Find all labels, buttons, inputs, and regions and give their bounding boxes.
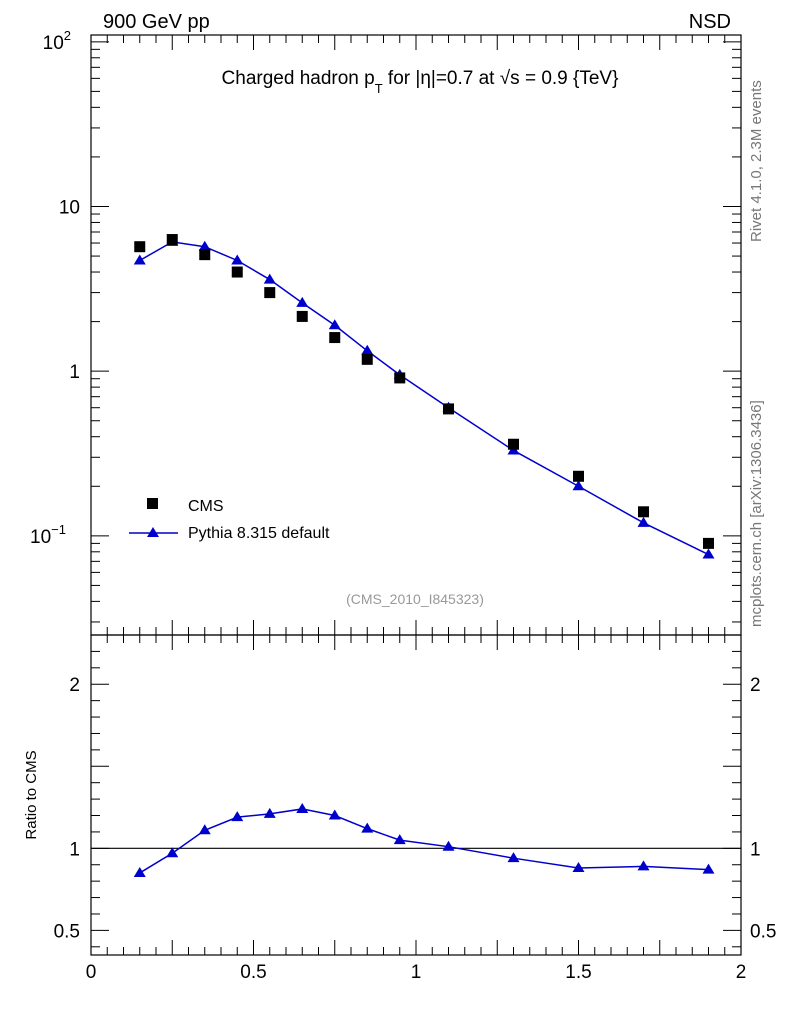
ratio-point: [507, 852, 520, 863]
y-tick-label: 10: [59, 197, 80, 218]
x-tick-label: 0.5: [240, 962, 266, 983]
cms-data-point: [394, 372, 406, 384]
cms-data-point: [573, 470, 584, 482]
main-y-tick-labels: 102 10 1 10−1: [30, 28, 80, 548]
cms-data-point: [134, 241, 146, 253]
cms-data-point: [638, 506, 649, 518]
legend: CMS Pythia 8.315 default: [129, 498, 330, 542]
mcplots-label: mcplots.cern.ch [arXiv:1306.3436]: [748, 400, 765, 627]
cms-data-point: [361, 353, 373, 365]
y-tick-label: 102: [43, 28, 71, 54]
ratio-y-tick-label: 0.5: [54, 921, 80, 942]
ratio-point: [637, 860, 650, 871]
ratio-point: [702, 863, 715, 874]
cms-data-point: [296, 310, 308, 322]
x-tick-label: 0: [86, 962, 97, 983]
legend-pythia-label: Pythia 8.315 default: [188, 525, 330, 542]
main-plot-frame: [90, 34, 742, 636]
cms-data-point: [443, 403, 454, 415]
main-series-layer: [133, 234, 715, 559]
ratio-y-tick-label-right: 2: [750, 675, 761, 696]
ratio-y-tick-label-right: 0.5: [750, 921, 776, 942]
pythia-point: [637, 516, 650, 527]
ratio-point: [263, 807, 276, 818]
ratio-y-tick-label-right: 1: [750, 839, 761, 860]
ratio-plot-frame: [90, 634, 742, 956]
pythia-point: [231, 254, 244, 265]
ratio-point: [393, 834, 406, 845]
pythia-point: [702, 548, 715, 559]
ratio-point: [361, 822, 374, 833]
pythia-point: [133, 254, 146, 265]
cms-data-point: [231, 266, 243, 278]
header-right-label: NSD: [689, 11, 731, 33]
analysis-tag: (CMS_2010_I845323): [346, 591, 484, 607]
legend-cms-label: CMS: [188, 498, 224, 515]
ratio-point: [572, 862, 585, 873]
cms-data-point: [508, 438, 519, 450]
ratio-y-tick-label: 1: [69, 839, 80, 860]
ratio-tick-labels: 2 2 1 1 0.5 0.5: [54, 675, 777, 942]
ratio-point: [328, 809, 341, 820]
cms-data-point: [703, 537, 714, 549]
ratio-point: [442, 840, 455, 851]
pythia-point: [361, 344, 374, 355]
cms-data-point: [166, 234, 178, 246]
ratio-y-axis-label: Ratio to CMS: [23, 750, 40, 839]
title-prefix: Charged hadron p: [222, 68, 375, 89]
ratio-point: [231, 811, 244, 822]
ratio-point: [133, 866, 146, 877]
pythia-point: [263, 273, 276, 284]
x-tick-label: 1: [411, 962, 422, 983]
pythia-line: [139, 241, 709, 556]
cms-data-point: [329, 332, 341, 344]
cms-data-point: [199, 249, 211, 261]
x-tick-label: 2: [736, 962, 747, 983]
pythia-point: [198, 240, 211, 251]
ratio-axis-ticks: [90, 635, 742, 955]
title-subscript: T: [375, 81, 383, 96]
x-tick-labels: 0 0.5 1 1.5 2: [86, 962, 747, 983]
pythia-point: [572, 480, 585, 491]
ratio-series-layer: [91, 802, 741, 877]
pythia-point: [328, 319, 341, 330]
ratio-point: [198, 824, 211, 835]
ratio-point: [296, 802, 309, 813]
y-tick-label: 10−1: [30, 522, 66, 548]
rivet-version-label: Rivet 4.1.0, 2.3M events: [748, 80, 765, 242]
main-axis-ticks: [90, 35, 742, 635]
cms-data-point: [264, 287, 276, 299]
legend-pythia-marker: [147, 527, 159, 537]
legend-cms-marker: [147, 498, 158, 509]
ratio-line: [139, 808, 709, 874]
ratio-y-tick-label: 2: [69, 675, 80, 696]
header-left-label: 900 GeV pp: [103, 11, 210, 33]
x-tick-label: 1.5: [565, 962, 591, 983]
ratio-point: [166, 847, 179, 858]
y-tick-label: 1: [69, 362, 80, 383]
plot-title: Charged hadron pT for |η|=0.7 at √s = 0.…: [222, 68, 619, 96]
pythia-point: [296, 296, 309, 307]
title-suffix: for |η|=0.7 at √s = 0.9 {TeV}: [383, 68, 619, 89]
